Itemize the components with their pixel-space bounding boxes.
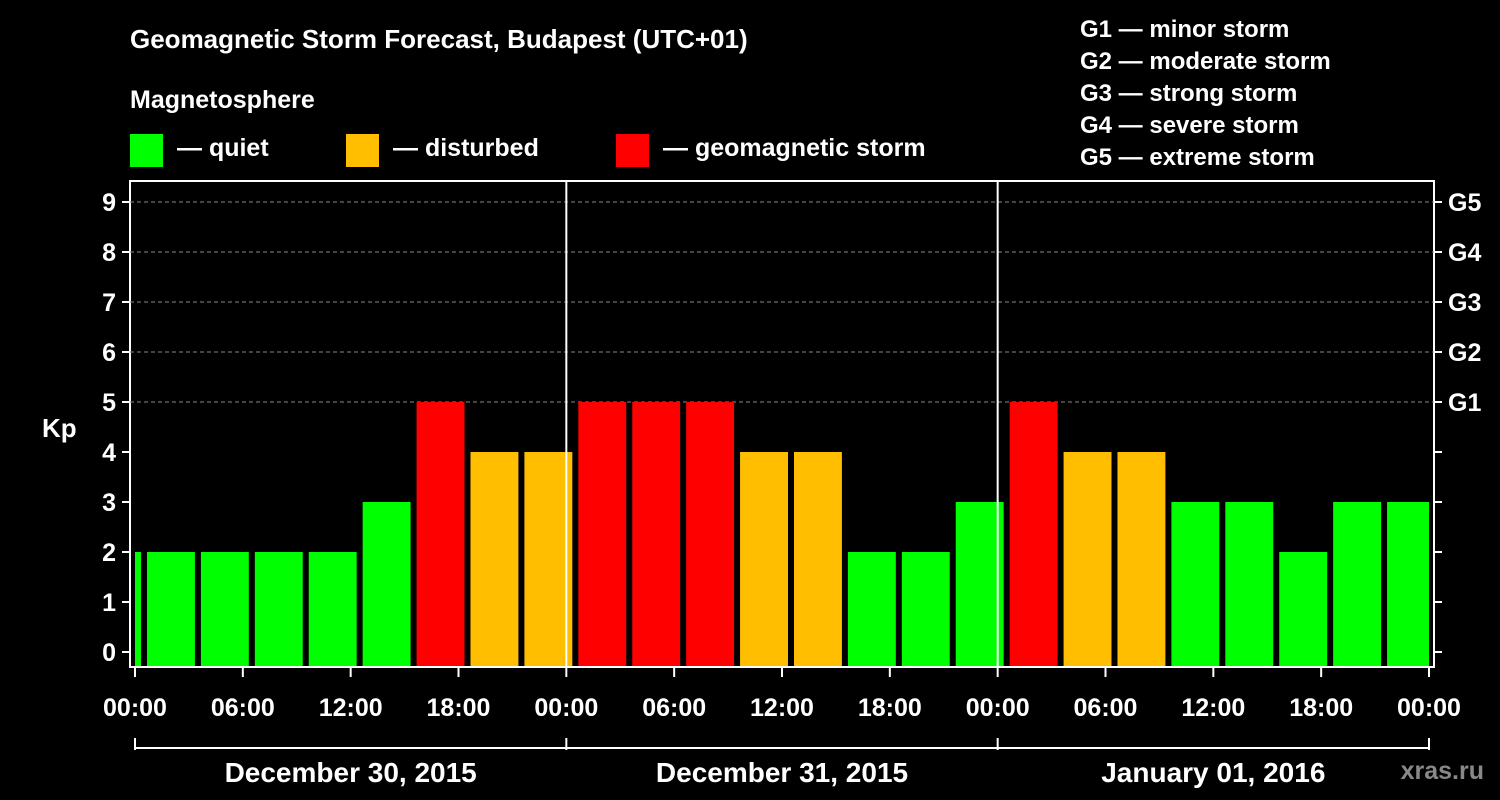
storm-level-g3: G3 — strong storm (1080, 80, 1298, 107)
y-tick-label: 8 (102, 239, 116, 267)
right-axis-label: G4 (1448, 239, 1481, 267)
x-tick-label: 06:00 (211, 694, 275, 722)
y-tick-label: 0 (102, 639, 116, 667)
x-tick-label: 00:00 (1397, 694, 1461, 722)
bar (955, 502, 1004, 666)
x-tick-label: 18:00 (858, 694, 922, 722)
x-tick-label: 12:00 (750, 694, 814, 722)
y-tick-label: 7 (102, 289, 116, 317)
x-tick-label: 06:00 (1074, 694, 1138, 722)
bar (847, 552, 896, 666)
bar (632, 402, 681, 666)
bar (740, 452, 788, 666)
y-tick-label: 9 (102, 189, 116, 217)
legend-swatch-quiet (130, 134, 163, 167)
bar (200, 552, 249, 666)
y-tick-label: 6 (102, 339, 116, 367)
bar (1387, 502, 1429, 666)
legend-label-storm: — geomagnetic storm (663, 134, 926, 162)
x-tick-label: 00:00 (534, 694, 598, 722)
bar (1333, 502, 1382, 666)
legend-swatch-disturbed (346, 134, 379, 167)
storm-level-g4: G4 — severe storm (1080, 112, 1299, 139)
y-tick-label: 3 (102, 489, 116, 517)
y-axis-label: Kp (42, 413, 77, 443)
y-tick-label: 1 (102, 589, 116, 617)
storm-level-g2: G2 — moderate storm (1080, 48, 1331, 75)
bar (416, 402, 465, 666)
y-tick-label: 4 (102, 439, 116, 467)
storm-level-g5: G5 — extreme storm (1080, 144, 1315, 171)
bar (901, 552, 950, 666)
legend-label-quiet: — quiet (177, 134, 269, 162)
legend-label-disturbed: — disturbed (393, 134, 539, 162)
watermark: xras.ru (1400, 757, 1484, 785)
bar (686, 402, 735, 666)
storm-levels-list: G1 — minor storm G2 — moderate storm G3 … (1080, 14, 1331, 174)
right-axis-label: G3 (1448, 289, 1481, 317)
right-axis-label: G5 (1448, 189, 1481, 217)
y-tick-label: 2 (102, 539, 116, 567)
bar (135, 552, 141, 666)
day-label: December 31, 2015 (656, 757, 908, 788)
x-tick-label: 12:00 (1181, 694, 1245, 722)
day-label: December 30, 2015 (225, 757, 477, 788)
bar (1009, 402, 1058, 666)
bar (146, 552, 195, 666)
bar (470, 452, 519, 666)
chart-subtitle: Magnetosphere (130, 86, 315, 114)
bar (362, 502, 411, 666)
bar (793, 452, 842, 666)
right-axis-label: G2 (1448, 339, 1481, 367)
storm-level-g1: G1 — minor storm (1080, 16, 1290, 43)
bar (1117, 452, 1166, 666)
bar (1171, 502, 1220, 666)
x-tick-label: 06:00 (642, 694, 706, 722)
x-tick-label: 00:00 (966, 694, 1030, 722)
y-tick-label: 5 (102, 389, 116, 417)
bar (1225, 502, 1274, 666)
x-tick-label: 00:00 (103, 694, 167, 722)
bar (524, 452, 573, 666)
chart-title: Geomagnetic Storm Forecast, Budapest (UT… (130, 24, 748, 54)
bar (254, 552, 303, 666)
bar (1279, 552, 1328, 666)
bar (578, 402, 627, 666)
x-tick-label: 18:00 (427, 694, 491, 722)
day-label: January 01, 2016 (1101, 757, 1325, 788)
bar (1063, 452, 1112, 666)
x-tick-label: 18:00 (1289, 694, 1353, 722)
x-tick-label: 12:00 (319, 694, 383, 722)
legend-swatch-storm (616, 134, 649, 167)
right-axis-label: G1 (1448, 389, 1481, 417)
bar (308, 552, 357, 666)
